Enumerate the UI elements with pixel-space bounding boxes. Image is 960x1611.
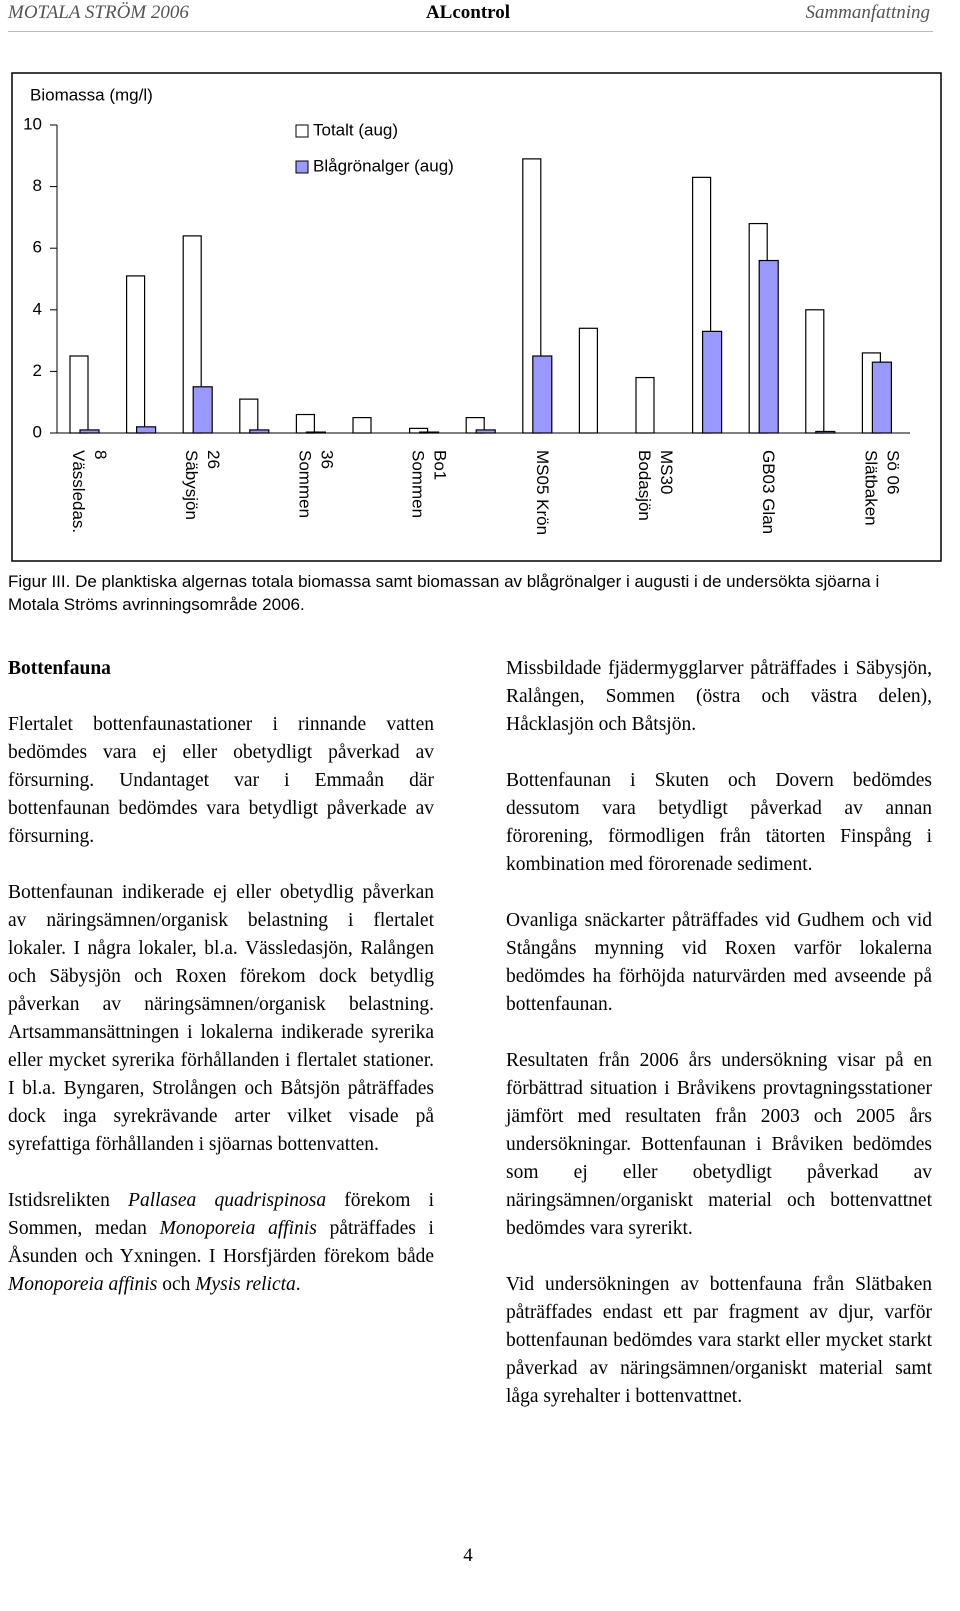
y-tick-label: 8 bbox=[33, 176, 42, 195]
bar bbox=[475, 429, 496, 434]
x-tick-label: Bo1Sommen bbox=[408, 450, 449, 518]
bar bbox=[465, 417, 485, 434]
paragraph: Flertalet bottenfaunastationer i rinnand… bbox=[8, 711, 434, 851]
bar bbox=[758, 259, 779, 434]
header-rule bbox=[8, 31, 933, 32]
italic-text: Pallasea quadrispinosa bbox=[128, 1190, 327, 1211]
legend-label: Totalt (aug) bbox=[313, 120, 398, 139]
text: Vid undersökningen av bottenfauna från S… bbox=[506, 1274, 932, 1407]
legend-label: Blågrönalger (aug) bbox=[313, 156, 454, 175]
paragraph: Missbildade fjädermygglarver påträffades… bbox=[506, 655, 932, 739]
bar bbox=[136, 426, 157, 434]
text: Bottenfaunan indikerade ej eller obetydl… bbox=[8, 882, 434, 1155]
y-tick-label: 2 bbox=[33, 361, 42, 380]
bar bbox=[805, 309, 825, 434]
paragraph: Vid undersökningen av bottenfauna från S… bbox=[506, 1271, 932, 1411]
left-column: Bottenfauna Flertalet bottenfaunastatione… bbox=[8, 655, 434, 1327]
italic-text: Monoporeia affinis bbox=[8, 1274, 158, 1295]
text: Flertalet bottenfaunastationer i rinnand… bbox=[8, 714, 434, 847]
bar bbox=[532, 355, 553, 434]
y-tick-label: 6 bbox=[33, 238, 42, 257]
text: förekom i Sommen, medan bbox=[8, 1190, 434, 1239]
bar bbox=[305, 431, 326, 434]
legend-swatch bbox=[295, 160, 309, 174]
italic-text: Mysis relicta bbox=[195, 1274, 296, 1295]
text: Missbildade fjädermygglarver påträffades… bbox=[506, 658, 932, 735]
paragraph: Bottenfaunan i Skuten och Dovern bedömde… bbox=[506, 767, 932, 879]
bar bbox=[182, 235, 202, 434]
page-number: 4 bbox=[463, 1545, 473, 1566]
bar bbox=[239, 398, 259, 434]
bar bbox=[409, 427, 429, 434]
bar bbox=[192, 386, 213, 434]
text: påträffades i Åsunden och Yxningen. I Ho… bbox=[8, 1218, 434, 1267]
y-axis-label: Biomassa (mg/l) bbox=[30, 85, 153, 104]
legend-swatch bbox=[295, 124, 309, 138]
figure-caption: Figur III. De planktiska algernas totala… bbox=[8, 572, 880, 614]
bar bbox=[578, 327, 599, 434]
chart-frame bbox=[11, 72, 942, 562]
x-tick-label: MS05 Krön bbox=[532, 450, 551, 535]
text: och bbox=[157, 1274, 196, 1295]
bar bbox=[871, 361, 893, 434]
header-right: Sammanfattning bbox=[805, 2, 930, 23]
bar bbox=[701, 330, 723, 434]
header-left: MOTALA STRÖM 2006 bbox=[8, 2, 189, 23]
y-tick-label: 4 bbox=[33, 299, 42, 318]
bar bbox=[125, 275, 146, 434]
paragraph: Bottenfaunan indikerade ej eller obetydl… bbox=[8, 879, 434, 1159]
bar bbox=[635, 376, 655, 434]
bar bbox=[69, 355, 89, 434]
paragraph: Ovanliga snäckarter påträffades vid Gudh… bbox=[506, 907, 932, 1019]
x-tick-label: GB03 Glan bbox=[759, 450, 778, 534]
right-column: Missbildade fjädermygglarver påträffades… bbox=[506, 655, 932, 1439]
paragraph: Resultaten från 2006 års undersökning vi… bbox=[506, 1047, 932, 1243]
bar bbox=[815, 430, 836, 434]
bar bbox=[295, 413, 315, 434]
bar bbox=[249, 429, 270, 434]
italic-text: Monoporeia affinis bbox=[159, 1218, 317, 1239]
x-tick-label: 8Vässledas. bbox=[69, 450, 110, 533]
text: . bbox=[295, 1274, 301, 1295]
paragraph: Istidsrelikten Pallasea quadrispinosa fö… bbox=[8, 1187, 434, 1299]
x-tick-label: MS30Bodasjön bbox=[635, 450, 676, 521]
section-heading: Bottenfauna bbox=[8, 658, 111, 679]
y-tick-label: 10 bbox=[23, 114, 42, 133]
x-tick-label: 36Sommen bbox=[295, 450, 336, 518]
text: Resultaten från 2006 års undersökning vi… bbox=[506, 1050, 932, 1239]
text: Ovanliga snäckarter påträffades vid Gudh… bbox=[506, 910, 932, 1015]
x-tick-label: Sö 06Slätbaken bbox=[861, 450, 902, 526]
text: Bottenfaunan i Skuten och Dovern bedömde… bbox=[506, 770, 932, 875]
text: Istidsrelikten bbox=[8, 1190, 129, 1211]
y-tick-label: 0 bbox=[33, 422, 42, 441]
bar bbox=[79, 429, 100, 434]
chart: Biomassa (mg/l) 0 2 4 6 8 10 8Vässledas. 26Säby… bbox=[11, 72, 942, 562]
header-center: ALcontrol bbox=[425, 2, 511, 23]
x-tick-label: 26Säbysjön bbox=[182, 450, 223, 520]
bar bbox=[352, 417, 372, 434]
bar bbox=[419, 431, 440, 434]
